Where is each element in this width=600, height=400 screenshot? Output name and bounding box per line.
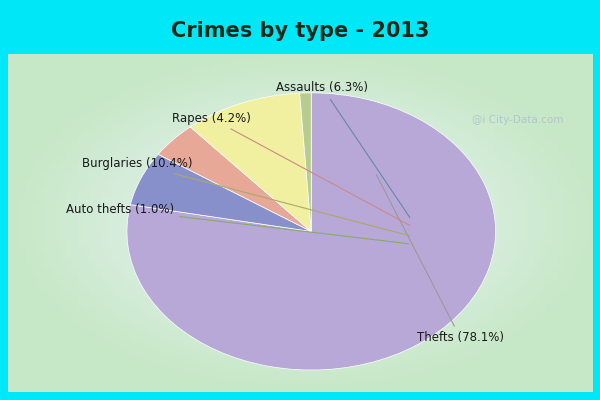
Wedge shape: [190, 93, 311, 232]
Text: Auto thefts (1.0%): Auto thefts (1.0%): [66, 203, 409, 244]
Text: Burglaries (10.4%): Burglaries (10.4%): [82, 157, 410, 236]
Wedge shape: [127, 93, 496, 370]
Text: Thefts (78.1%): Thefts (78.1%): [376, 175, 504, 344]
Wedge shape: [158, 127, 311, 232]
Text: Rapes (4.2%): Rapes (4.2%): [172, 112, 410, 226]
Wedge shape: [299, 93, 311, 232]
Wedge shape: [130, 154, 311, 232]
Text: Crimes by type - 2013: Crimes by type - 2013: [171, 21, 429, 41]
Text: Assaults (6.3%): Assaults (6.3%): [277, 81, 410, 218]
Text: @i City-Data.com: @i City-Data.com: [472, 115, 563, 125]
